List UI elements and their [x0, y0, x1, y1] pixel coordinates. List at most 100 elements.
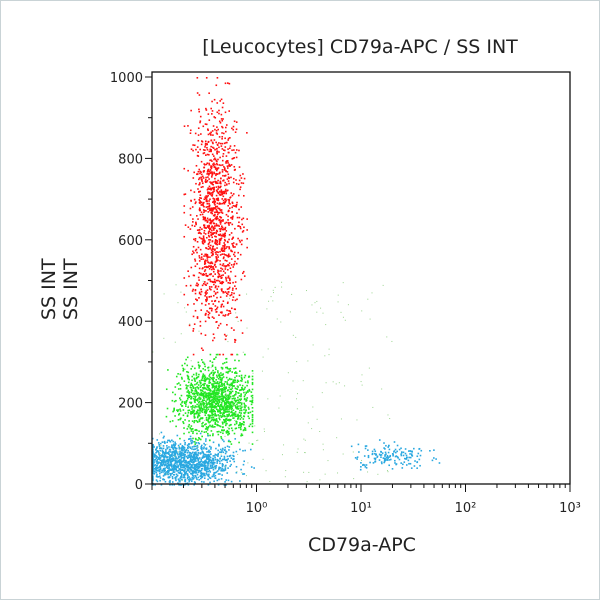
data-point-pop1 — [204, 269, 207, 271]
data-point-pop1 — [218, 242, 221, 245]
data-point-pop1 — [228, 247, 231, 249]
data-point-pop1 — [230, 217, 232, 219]
data-point-pop3 — [152, 447, 154, 449]
data-point-pop2 — [176, 383, 179, 385]
data-point-pop2 — [232, 379, 235, 382]
data-point-pop1 — [209, 222, 211, 224]
data-point-pop4 — [397, 457, 399, 459]
data-point-pop1 — [223, 238, 226, 241]
data-point-pop2 — [221, 406, 224, 409]
data-point-pop1 — [217, 191, 219, 194]
data-point-pop2 — [199, 381, 201, 384]
data-point-pop3 — [187, 468, 189, 470]
data-point-pop3 — [162, 445, 165, 447]
data-point-pop3 — [158, 452, 160, 454]
data-point-pop3 — [204, 474, 206, 477]
data-point-pop1 — [205, 109, 208, 111]
data-point-pop2 — [238, 398, 241, 401]
data-point-pop1 — [205, 236, 208, 239]
data-point-pop2 — [223, 429, 225, 431]
data-point-pop2 — [229, 404, 232, 406]
data-point-pop2 — [212, 390, 214, 393]
data-point-pop2 — [203, 386, 205, 389]
data-point-pop1 — [212, 303, 215, 305]
data-point-pop2 — [216, 393, 218, 396]
data-point-pop2 — [213, 396, 216, 399]
data-point-pop1 — [202, 282, 205, 285]
data-point-pop1 — [232, 181, 235, 184]
data-point-pop1 — [215, 205, 217, 208]
data-point-pop2 — [228, 414, 230, 416]
data-point-pop3 — [186, 446, 189, 449]
data-point-pop2 — [219, 408, 222, 410]
data-point-pop1 — [196, 154, 199, 157]
data-point-pop2 — [247, 391, 249, 393]
data-point-pop1 — [197, 127, 200, 130]
data-point-sparse — [386, 470, 388, 472]
data-point-pop1 — [206, 179, 209, 182]
data-point-pop3 — [168, 468, 170, 470]
data-point-pop2 — [244, 429, 247, 431]
data-point-sparse — [356, 419, 358, 421]
data-point-sparse — [322, 449, 324, 451]
data-point-pop3 — [208, 458, 210, 461]
data-point-pop1 — [212, 163, 214, 166]
data-point-pop2 — [175, 375, 178, 378]
data-point-pop2 — [207, 408, 210, 411]
data-point-pop3 — [175, 466, 178, 469]
data-point-pop3 — [198, 478, 200, 481]
data-point-sparse — [322, 443, 324, 445]
data-point-pop2 — [237, 416, 240, 418]
data-point-sparse — [272, 289, 274, 291]
data-point-pop2 — [194, 405, 197, 407]
data-point-pop3 — [157, 456, 160, 459]
data-point-pop2 — [199, 410, 201, 412]
data-point-pop3 — [183, 466, 186, 469]
data-point-pop2 — [217, 370, 219, 372]
data-point-pop2 — [208, 400, 211, 402]
data-point-pop2 — [187, 389, 190, 392]
data-point-pop1 — [219, 180, 222, 183]
data-point-pop1 — [222, 132, 225, 135]
data-point-pop2 — [217, 424, 219, 427]
data-point-pop4 — [431, 459, 434, 462]
data-point-pop2 — [230, 427, 233, 430]
data-point-pop2 — [235, 372, 238, 375]
data-point-pop1 — [215, 307, 218, 310]
data-point-pop3 — [159, 468, 162, 470]
data-point-pop1 — [213, 232, 216, 234]
data-point-pop2 — [211, 386, 214, 389]
data-point-pop2 — [195, 382, 198, 385]
data-point-sparse — [340, 418, 342, 420]
data-point-pop2 — [249, 411, 252, 414]
data-point-pop1 — [209, 193, 211, 195]
data-point-pop3 — [161, 450, 163, 452]
data-point-sparse — [174, 341, 176, 343]
data-point-pop1 — [232, 215, 234, 218]
data-point-pop2 — [201, 361, 204, 364]
data-point-pop4 — [400, 453, 402, 455]
data-point-pop1 — [214, 235, 216, 238]
data-point-pop1 — [196, 77, 199, 79]
data-point-pop4 — [374, 450, 377, 453]
data-point-pop1 — [198, 199, 201, 201]
data-point-pop2 — [218, 399, 221, 401]
data-point-pop1 — [206, 148, 209, 151]
data-point-pop2 — [196, 416, 199, 419]
data-point-pop1 — [224, 266, 227, 268]
data-point-pop3 — [215, 466, 217, 469]
data-point-pop3 — [152, 451, 154, 453]
data-point-pop3 — [173, 467, 176, 470]
data-point-pop3 — [178, 468, 180, 470]
data-point-pop2 — [200, 417, 202, 419]
data-point-sparse — [324, 355, 326, 357]
data-point-pop1 — [195, 148, 197, 151]
data-point-pop2 — [233, 385, 235, 387]
data-point-pop1 — [212, 228, 215, 230]
data-point-pop1 — [202, 175, 204, 178]
data-point-pop3 — [163, 435, 165, 438]
data-point-pop2 — [214, 419, 217, 422]
data-point-pop3 — [169, 460, 172, 462]
data-point-pop2 — [224, 388, 226, 391]
data-point-pop3 — [200, 469, 203, 472]
